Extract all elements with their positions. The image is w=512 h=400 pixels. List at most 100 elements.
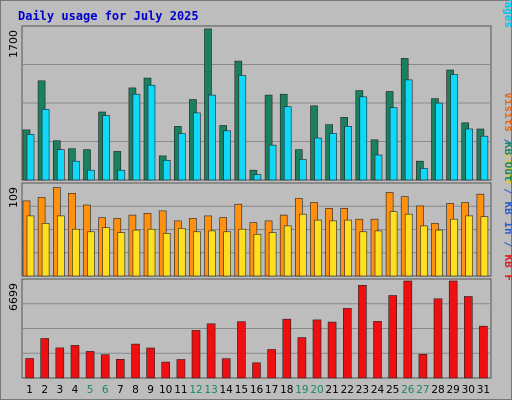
panel-1: 1700 Hits Files Pages [7,0,512,181]
bar-sites-day-9 [147,228,156,277]
bar-sites-day-29 [450,218,458,277]
day-label-29: 29 [447,384,460,396]
day-label-20: 20 [310,384,323,396]
bar-kb-f-day-14 [221,358,231,379]
bar-kb-f-day-20 [312,319,322,379]
bar-sites-day-19 [298,213,307,277]
day-label-5: 5 [87,384,94,396]
day-label-1: 1 [26,384,33,396]
bar-kb-f-day-1 [25,358,34,379]
bar-sites-day-13 [208,230,216,277]
day-label-30: 30 [462,384,475,396]
bar-pages-day-2 [41,109,50,181]
bar-pages-day-8 [132,93,141,181]
bar-pages-day-1 [26,134,35,181]
legend-label: Visits / Sites [502,92,512,185]
bar-kb-f-day-16 [252,362,261,379]
bar-hits-day-7 [113,151,122,181]
day-label-28: 28 [431,384,444,396]
legend-entry: KB F [502,248,512,281]
day-label-21: 21 [325,384,338,396]
bar-sites-day-22 [344,219,353,277]
bar-sites-day-11 [178,228,186,277]
bar-sites-day-1 [26,215,35,277]
bar-pages-day-26 [404,79,413,181]
day-label-31: 31 [477,384,490,396]
bar-kb-f-day-30 [463,296,473,379]
bar-kb-f-day-29 [448,280,458,379]
bar-kb-f-day-4 [70,345,80,379]
bar-sites-day-16 [253,234,262,277]
bar-pages-day-13 [208,94,216,181]
bar-pages-day-3 [56,149,65,181]
day-label-22: 22 [341,384,354,396]
bar-sites-day-17 [268,232,277,277]
day-label-2: 2 [41,384,48,396]
bar-kb-f-day-19 [297,337,307,379]
day-label-26: 26 [401,384,415,396]
bar-sites-day-12 [193,231,201,277]
day-labels: 1 2 3 4 5 6 7 8 9 10 11 12 13 14 15 16 17 18 19 20 21 22 23 24 2… [26,384,490,396]
day-label-18: 18 [280,384,293,396]
bar-sites-day-28 [435,229,443,277]
bar-sites-day-5 [87,231,95,277]
bar-kb-f-day-7 [116,358,125,379]
bar-sites-day-7 [117,232,126,277]
day-label-3: 3 [56,384,63,396]
bar-pages-day-12 [193,112,201,181]
day-label-12: 12 [189,384,202,396]
bar-pages-day-31 [480,135,489,181]
bar-sites-day-23 [359,231,368,277]
panel-3: 6699 KB Out / KB In / KB F [7,142,512,379]
axis-max-label: 109 [7,187,20,208]
bar-sites-day-8 [132,229,141,277]
day-label-8: 8 [132,384,139,396]
bar-kb-f-day-6 [100,354,110,379]
day-label-24: 24 [371,384,385,396]
legend-entry: Visits [502,92,512,132]
series-pages [26,74,489,181]
bar-pages-day-10 [162,160,171,181]
series-visits [22,187,485,277]
legend-entry: Pages [502,0,512,28]
bar-pages-day-22 [344,126,353,181]
bar-sites-day-3 [56,215,65,277]
bar-sites-day-10 [162,233,171,277]
bar-sites-day-30 [465,215,474,277]
day-label-10: 10 [159,384,172,396]
bar-kb-f-day-15 [237,321,246,379]
legend-entry: / [502,235,512,249]
day-label-17: 17 [265,384,278,396]
bar-kb-f-day-5 [85,351,95,379]
day-label-6: 6 [102,384,109,396]
bar-kb-f-day-25 [388,295,398,379]
bar-pages-day-20 [314,137,322,181]
bar-kb-f-day-2 [40,338,50,379]
bar-kb-f-day-22 [342,308,352,379]
day-label-25: 25 [386,384,399,396]
bar-pages-day-14 [223,130,231,181]
bar-sites-day-6 [102,227,110,277]
bar-kb-f-day-28 [433,298,443,379]
bar-hits-day-5 [83,149,91,181]
bar-pages-day-4 [72,160,80,181]
bar-kb-f-day-13 [206,323,216,379]
bar-pages-day-28 [435,102,443,181]
panel-2: 109 Visits / Sites [7,92,512,277]
bar-kb-f-day-11 [176,359,186,379]
bar-sites-day-27 [420,225,428,277]
chart-panels: 1700Hits Files Pages 109 Visits / Sites669… [7,0,512,379]
bar-kb-f-day-26 [403,280,413,379]
bar-pages-day-6 [102,115,110,181]
bar-kb-f-day-24 [373,321,382,379]
bar-kb-f-day-21 [327,321,337,379]
bar-kb-f-day-8 [131,343,140,379]
axis-max-label: 1700 [7,30,20,58]
bar-pages-day-27 [420,168,428,181]
day-label-19: 19 [295,384,308,396]
day-label-11: 11 [174,384,187,396]
bar-pages-day-29 [450,74,458,181]
bar-sites-day-26 [404,213,413,277]
bar-sites-day-21 [329,220,337,277]
